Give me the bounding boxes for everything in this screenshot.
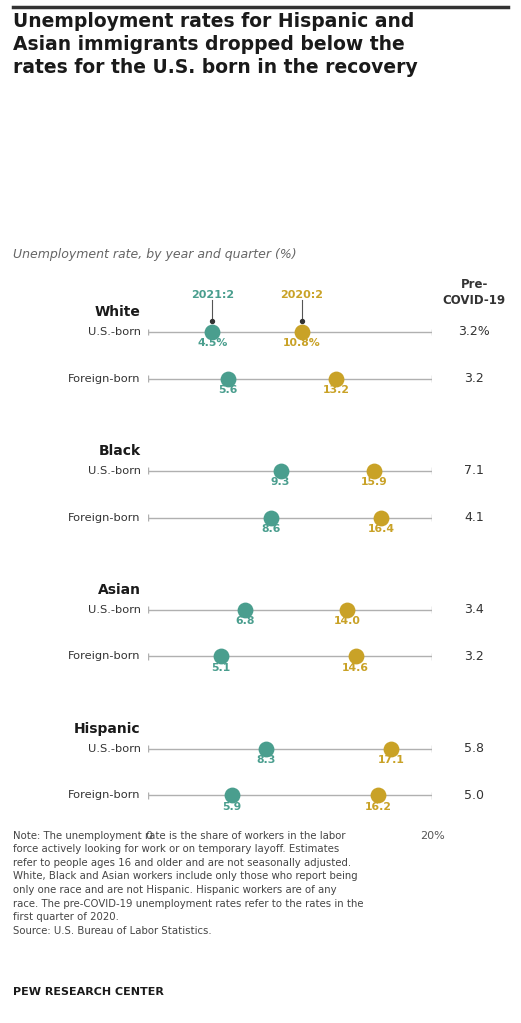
Point: [297, 313, 306, 329]
Text: 17.1: 17.1: [378, 755, 405, 765]
Point: [370, 462, 378, 479]
Text: 5.9: 5.9: [222, 802, 242, 811]
Text: Hispanic: Hispanic: [74, 722, 141, 736]
Point: [241, 602, 249, 618]
Text: U.S.-born: U.S.-born: [88, 605, 141, 615]
Text: Unemployment rate, by year and quarter (%): Unemployment rate, by year and quarter (…: [13, 248, 296, 261]
Text: 3.2: 3.2: [464, 372, 484, 385]
Point: [266, 509, 275, 526]
Text: Foreign-born: Foreign-born: [68, 791, 141, 800]
Text: 3.2%: 3.2%: [458, 325, 490, 339]
Text: 6.8: 6.8: [235, 616, 255, 626]
Text: U.S.-born: U.S.-born: [88, 744, 141, 754]
Point: [377, 509, 386, 526]
Text: Note: The unemployment rate is the share of workers in the labor
force actively : Note: The unemployment rate is the share…: [13, 831, 364, 936]
Text: 5.6: 5.6: [218, 385, 238, 395]
Text: 15.9: 15.9: [361, 477, 388, 487]
Point: [208, 323, 217, 340]
Text: 4.5%: 4.5%: [197, 338, 228, 348]
Text: Foreign-born: Foreign-born: [68, 513, 141, 523]
Point: [276, 462, 284, 479]
Text: 7.1: 7.1: [464, 464, 484, 478]
Point: [224, 370, 232, 387]
Text: 16.2: 16.2: [365, 802, 392, 811]
Point: [217, 649, 225, 665]
Point: [297, 323, 306, 340]
Text: Asian: Asian: [97, 583, 141, 597]
Text: 2020:2: 2020:2: [280, 290, 324, 300]
Text: PEW RESEARCH CENTER: PEW RESEARCH CENTER: [13, 987, 164, 997]
Point: [343, 602, 352, 618]
Text: Foreign-born: Foreign-born: [68, 373, 141, 384]
Text: U.S.-born: U.S.-born: [88, 326, 141, 337]
Text: 14.0: 14.0: [334, 616, 361, 626]
Text: 16.4: 16.4: [368, 524, 395, 534]
Point: [374, 788, 382, 804]
Text: Unemployment rates for Hispanic and
Asian immigrants dropped below the
rates for: Unemployment rates for Hispanic and Asia…: [13, 12, 418, 77]
Text: 8.6: 8.6: [261, 524, 280, 534]
Point: [208, 313, 217, 329]
Text: 10.8%: 10.8%: [283, 338, 321, 348]
Point: [352, 649, 360, 665]
Point: [228, 788, 237, 804]
Point: [332, 370, 340, 387]
Text: 3.2: 3.2: [464, 650, 484, 663]
Text: 5.0: 5.0: [464, 789, 484, 802]
Text: 14.6: 14.6: [342, 663, 369, 672]
Text: White: White: [95, 305, 141, 319]
Point: [262, 741, 270, 757]
Text: 3.4: 3.4: [464, 604, 484, 616]
Text: Black: Black: [98, 444, 141, 458]
Text: 5.8: 5.8: [464, 742, 484, 755]
Text: 8.3: 8.3: [257, 755, 276, 765]
Text: 2021:2: 2021:2: [191, 290, 234, 300]
Text: 9.3: 9.3: [271, 477, 290, 487]
Point: [387, 741, 395, 757]
Text: U.S.-born: U.S.-born: [88, 465, 141, 476]
Text: Foreign-born: Foreign-born: [68, 652, 141, 662]
Text: Pre-
COVID-19: Pre- COVID-19: [442, 278, 506, 307]
Text: 4.1: 4.1: [464, 512, 484, 524]
Text: 13.2: 13.2: [322, 385, 350, 395]
Text: 5.1: 5.1: [212, 663, 230, 672]
